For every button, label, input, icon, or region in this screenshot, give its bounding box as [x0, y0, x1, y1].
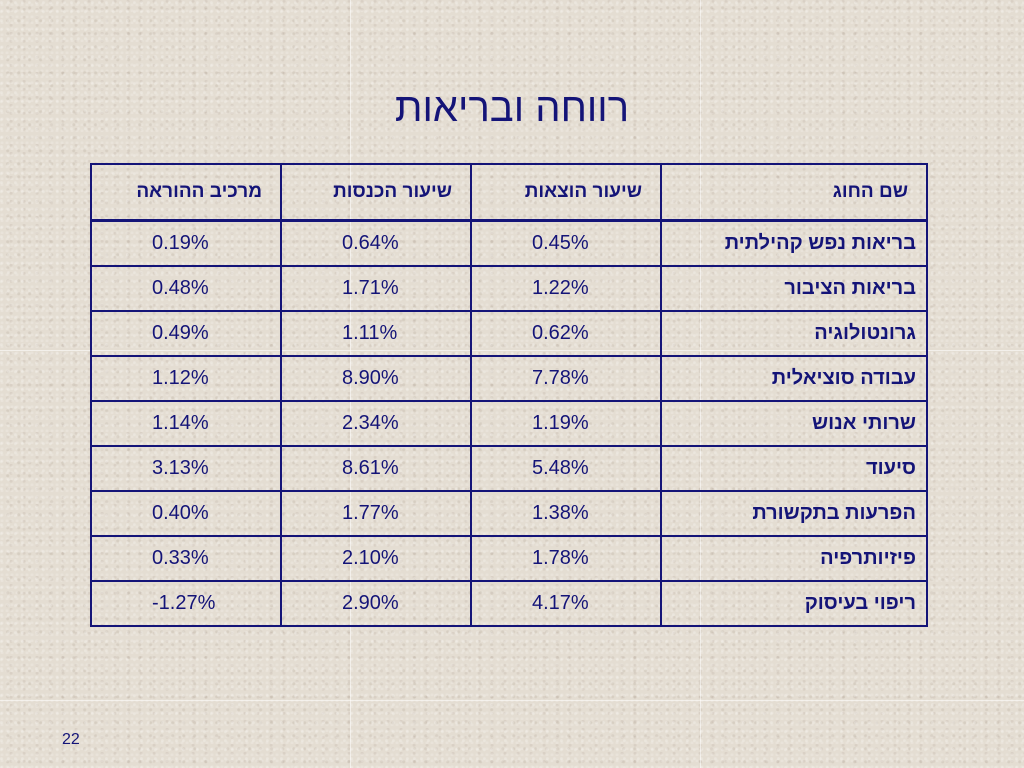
course-name-cell: פיזיותרפיה: [660, 535, 928, 582]
header-expenses-rate: שיעור הוצאות: [470, 163, 662, 222]
income-cell: 1.71%: [280, 265, 472, 312]
expenses-cell: 1.78%: [470, 535, 662, 582]
teaching-cell: 1.12%: [90, 355, 282, 402]
expenses-cell: 1.38%: [470, 490, 662, 537]
course-name-cell: בריאות הציבור: [660, 265, 928, 312]
teaching-cell: 0.48%: [90, 265, 282, 312]
teaching-cell: -1.27%: [90, 580, 282, 627]
table-header-row: שם החוג שיעור הוצאות שיעור הכנסות מרכיב …: [90, 163, 928, 222]
data-table-container: שם החוג שיעור הוצאות שיעור הכנסות מרכיב …: [90, 163, 928, 627]
table-row: פיזיותרפיה 1.78% 2.10% 0.33%: [90, 535, 928, 582]
teaching-cell: 1.14%: [90, 400, 282, 447]
income-cell: 2.10%: [280, 535, 472, 582]
income-cell: 2.34%: [280, 400, 472, 447]
income-cell: 0.64%: [280, 219, 472, 267]
data-table: שם החוג שיעור הוצאות שיעור הכנסות מרכיב …: [90, 163, 928, 627]
expenses-cell: 4.17%: [470, 580, 662, 627]
table-header: שם החוג שיעור הוצאות שיעור הכנסות מרכיב …: [90, 163, 928, 222]
background-tile-line: [0, 700, 1024, 701]
teaching-cell: 0.40%: [90, 490, 282, 537]
expenses-cell: 0.62%: [470, 310, 662, 357]
table-row: סיעוד 5.48% 8.61% 3.13%: [90, 445, 928, 492]
page-number: 22: [62, 731, 80, 748]
course-name-cell: ריפוי בעיסוק: [660, 580, 928, 627]
table-row: עבודה סוציאלית 7.78% 8.90% 1.12%: [90, 355, 928, 402]
header-income-rate: שיעור הכנסות: [280, 163, 472, 222]
income-cell: 8.90%: [280, 355, 472, 402]
header-teaching-component: מרכיב ההוראה: [90, 163, 282, 222]
teaching-cell: 0.19%: [90, 219, 282, 267]
slide-title: רווחה ובריאות: [394, 86, 630, 130]
teaching-cell: 0.49%: [90, 310, 282, 357]
teaching-cell: 3.13%: [90, 445, 282, 492]
table-row: הפרעות בתקשורת 1.38% 1.77% 0.40%: [90, 490, 928, 537]
expenses-cell: 5.48%: [470, 445, 662, 492]
course-name-cell: סיעוד: [660, 445, 928, 492]
course-name-cell: בריאות נפש קהילתית: [660, 219, 928, 267]
table-row: גרונטולוגיה 0.62% 1.11% 0.49%: [90, 310, 928, 357]
table-row: בריאות הציבור 1.22% 1.71% 0.48%: [90, 265, 928, 312]
expenses-cell: 1.19%: [470, 400, 662, 447]
income-cell: 1.77%: [280, 490, 472, 537]
table-row: שרותי אנוש 1.19% 2.34% 1.14%: [90, 400, 928, 447]
course-name-cell: עבודה סוציאלית: [660, 355, 928, 402]
table-row: בריאות נפש קהילתית 0.45% 0.64% 0.19%: [90, 219, 928, 267]
expenses-cell: 1.22%: [470, 265, 662, 312]
teaching-cell: 0.33%: [90, 535, 282, 582]
income-cell: 2.90%: [280, 580, 472, 627]
table-row: ריפוי בעיסוק 4.17% 2.90% -1.27%: [90, 580, 928, 627]
course-name-cell: הפרעות בתקשורת: [660, 490, 928, 537]
expenses-cell: 7.78%: [470, 355, 662, 402]
expenses-cell: 0.45%: [470, 219, 662, 267]
table-body: בריאות נפש קהילתית 0.45% 0.64% 0.19% ברי…: [90, 219, 928, 627]
income-cell: 1.11%: [280, 310, 472, 357]
course-name-cell: שרותי אנוש: [660, 400, 928, 447]
header-course-name: שם החוג: [660, 163, 928, 222]
course-name-cell: גרונטולוגיה: [660, 310, 928, 357]
income-cell: 8.61%: [280, 445, 472, 492]
